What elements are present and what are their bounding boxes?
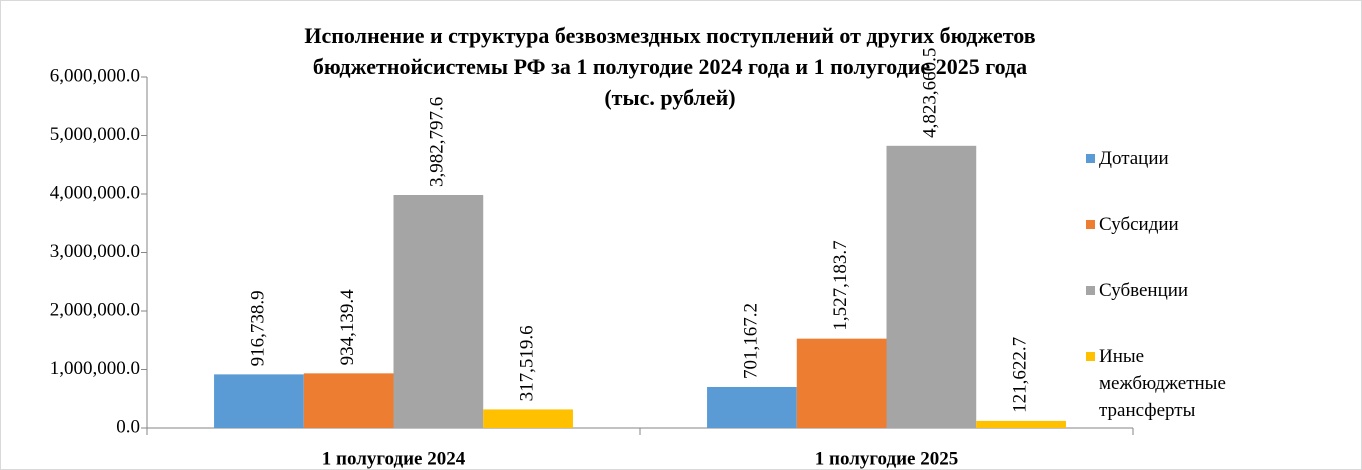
y-tick-label: 2,000,000.0 bbox=[50, 299, 140, 320]
value-label: 1,527,183.7 bbox=[830, 240, 851, 330]
chart-title: Исполнение и структура безвозмездных пос… bbox=[304, 23, 1035, 48]
y-tick-label: 1,000,000.0 bbox=[50, 358, 140, 379]
bar bbox=[976, 420, 1066, 428]
chart-title: бюджетнойсистемы РФ за 1 полугодие 2024 … bbox=[313, 54, 1027, 79]
legend-swatch bbox=[1086, 220, 1095, 229]
legend-swatch bbox=[1086, 352, 1095, 361]
legend-label: Субсидии bbox=[1099, 214, 1179, 235]
chart-title: (тыс. рублей) bbox=[604, 85, 735, 110]
legend-swatch bbox=[1086, 154, 1095, 163]
legend-label: Субвенции bbox=[1099, 280, 1189, 301]
value-label: 4,823,660.5 bbox=[920, 48, 941, 138]
x-tick-label: 1 полугодие 2025 bbox=[815, 448, 958, 469]
legend-label: Дотации bbox=[1099, 148, 1169, 169]
bar bbox=[303, 373, 394, 428]
legend-swatch bbox=[1086, 286, 1095, 295]
bar bbox=[707, 386, 797, 428]
y-tick-label: 5,000,000.0 bbox=[50, 124, 140, 145]
y-tick-label: 0.0 bbox=[116, 416, 140, 437]
bar bbox=[393, 195, 484, 428]
value-label: 317,519.6 bbox=[516, 325, 537, 401]
value-label: 701,167.2 bbox=[740, 303, 761, 379]
bar bbox=[483, 409, 573, 428]
legend-label: Иные межбюджетные трансферты bbox=[1099, 346, 1226, 421]
y-tick-label: 4,000,000.0 bbox=[50, 182, 140, 203]
bar bbox=[214, 374, 304, 428]
y-tick-label: 6,000,000.0 bbox=[50, 65, 140, 86]
value-label: 121,622.7 bbox=[1009, 337, 1030, 413]
y-tick-label: 3,000,000.0 bbox=[50, 241, 140, 262]
bar bbox=[796, 338, 887, 428]
bar bbox=[886, 145, 977, 428]
value-label: 916,738.9 bbox=[247, 290, 268, 366]
x-tick-label: 1 полугодие 2024 bbox=[322, 448, 466, 469]
value-label: 3,982,797.6 bbox=[427, 97, 448, 187]
value-label: 934,139.4 bbox=[337, 289, 358, 366]
